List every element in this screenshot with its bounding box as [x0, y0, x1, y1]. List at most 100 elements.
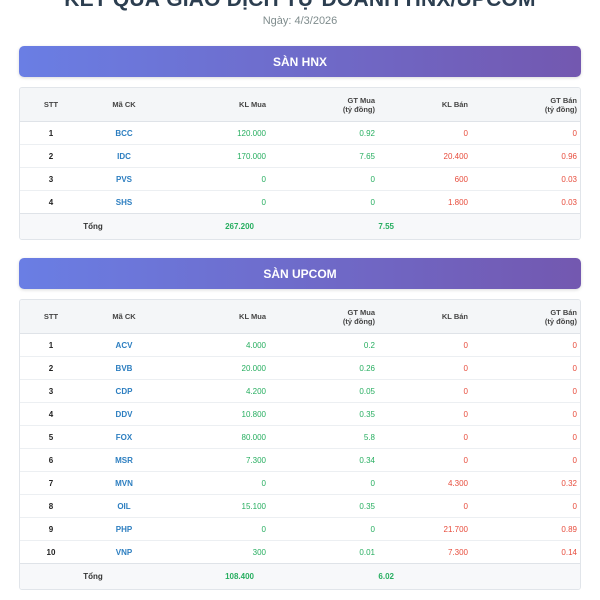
cell-stt: 4: [48, 409, 54, 419]
cell-gt-ban: 0.14: [561, 547, 577, 557]
col-header-gt-ban: GT Bán (tỷ đồng): [544, 307, 577, 326]
col-header-kl-ban: KL Bán: [441, 100, 468, 109]
table-row: 3 CDP 4.200 0.05 0 0: [20, 380, 580, 403]
cell-stock-code[interactable]: BCC: [115, 128, 133, 138]
cell-stock-code[interactable]: ACV: [115, 340, 133, 350]
cell-gt-ban: 0: [572, 386, 577, 396]
cell-stt: 1: [48, 128, 54, 138]
hnx-table-body: 1 BCC 120.000 0.92 0 0 2 IDC 170.000 7.65 20.400 0.…: [20, 122, 580, 213]
cell-kl-ban: 21.700: [443, 524, 468, 534]
cell-kl-ban: 0: [463, 363, 468, 373]
table-header-row: STT Mã CK KL Mua GT Mua (tỷ đồng) KL Bán …: [20, 88, 580, 122]
cell-stock-code[interactable]: CDP: [115, 386, 133, 396]
cell-gt-ban: 0: [572, 501, 577, 511]
col-header-gt-ban: GT Bán (tỷ đồng): [544, 95, 577, 114]
total-label: Tổng: [83, 222, 103, 231]
table-row: 4 DDV 10.800 0.35 0 0: [20, 403, 580, 426]
cell-kl-mua: 4.200: [245, 386, 266, 396]
hnx-total-row: Tổng 267.200 7.55: [20, 213, 580, 239]
table-row: 1 BCC 120.000 0.92 0 0: [20, 122, 580, 145]
cell-kl-ban: 600: [454, 174, 468, 184]
cell-stock-code[interactable]: OIL: [117, 501, 131, 511]
cell-stock-code[interactable]: PHP: [115, 524, 133, 534]
table-row: 3 PVS 0 0 600 0.03: [20, 168, 580, 191]
cell-gt-ban: 0: [572, 340, 577, 350]
cell-stock-code[interactable]: SHS: [115, 197, 133, 207]
cell-kl-ban: 0: [463, 386, 468, 396]
table-row: 8 OIL 15.100 0.35 0 0: [20, 495, 580, 518]
cell-stt: 8: [48, 501, 54, 511]
cell-kl-ban: 0: [463, 455, 468, 465]
cell-gt-ban: 0: [572, 432, 577, 442]
upcom-section: SÀN UPCOM STT Mã CK KL Mua GT Mua (tỷ đồn…: [19, 258, 581, 590]
cell-kl-ban: 0: [463, 432, 468, 442]
hnx-table: STT Mã CK KL Mua GT Mua (tỷ đồng) KL Bán …: [19, 87, 581, 240]
hnx-section-title: SÀN HNX: [272, 54, 327, 69]
col-header-gt-mua: GT Mua (tỷ đồng): [342, 95, 375, 114]
cell-gt-mua: 0.35: [359, 409, 375, 419]
col-header-kl-ban: KL Bán: [441, 312, 468, 321]
cell-stt: 9: [48, 524, 54, 534]
cell-kl-ban: 4.300: [447, 478, 468, 488]
table-row: 7 MVN 0 0 4.300 0.32: [20, 472, 580, 495]
cell-stt: 7: [48, 478, 54, 488]
cell-kl-mua: 0: [261, 174, 266, 184]
cell-kl-ban: 0: [463, 340, 468, 350]
cell-stock-code[interactable]: DDV: [115, 409, 133, 419]
cell-stt: 3: [48, 174, 54, 184]
cell-gt-mua: 0: [370, 174, 375, 184]
cell-gt-mua: 5.8: [363, 432, 375, 442]
cell-gt-mua: 0.2: [363, 340, 375, 350]
cell-stock-code[interactable]: IDC: [117, 151, 131, 161]
cell-gt-mua: 0.92: [359, 128, 375, 138]
cell-gt-mua: 0.35: [359, 501, 375, 511]
cell-gt-ban: 0: [572, 409, 577, 419]
cell-stock-code[interactable]: MSR: [115, 455, 133, 465]
total-gt-mua: 7.55: [378, 222, 394, 231]
cell-stt: 5: [48, 432, 54, 442]
col-header-gt-mua: GT Mua (tỷ đồng): [342, 307, 375, 326]
total-kl-mua: 108.400: [225, 572, 254, 581]
upcom-table: STT Mã CK KL Mua GT Mua (tỷ đồng) KL Bán …: [19, 299, 581, 590]
table-row: 6 MSR 7.300 0.34 0 0: [20, 449, 580, 472]
cell-stock-code[interactable]: BVB: [115, 363, 133, 373]
col-header-code: Mã CK: [112, 312, 136, 321]
cell-kl-ban: 0: [463, 128, 468, 138]
cell-stock-code[interactable]: FOX: [115, 432, 133, 442]
col-header-kl-mua: KL Mua: [239, 100, 266, 109]
cell-gt-ban: 0: [572, 128, 577, 138]
cell-stt: 4: [48, 197, 54, 207]
cell-stock-code[interactable]: PVS: [115, 174, 132, 184]
cell-kl-mua: 7.300: [245, 455, 266, 465]
cell-stt: 10: [46, 547, 56, 557]
table-row: 1 ACV 4.000 0.2 0 0: [20, 334, 580, 357]
cell-kl-ban: 7.300: [447, 547, 468, 557]
table-row: 4 SHS 0 0 1.800 0.03: [20, 191, 580, 213]
cell-gt-ban: 0.32: [561, 478, 577, 488]
col-header-code: Mã CK: [112, 100, 136, 109]
cell-gt-mua: 0: [370, 524, 375, 534]
cell-kl-mua: 170.000: [237, 151, 266, 161]
cell-gt-ban: 0.96: [561, 151, 577, 161]
cell-stock-code[interactable]: VNP: [115, 547, 133, 557]
cell-kl-mua: 80.000: [241, 432, 266, 442]
cell-stt: 6: [48, 455, 54, 465]
table-row: 10 VNP 300 0.01 7.300 0.14: [20, 541, 580, 563]
cell-gt-mua: 7.65: [359, 151, 375, 161]
col-header-stt: STT: [43, 100, 59, 109]
cell-kl-mua: 4.000: [245, 340, 266, 350]
cell-kl-ban: 0: [463, 501, 468, 511]
table-row: 2 BVB 20.000 0.26 0 0: [20, 357, 580, 380]
col-header-kl-mua: KL Mua: [239, 312, 266, 321]
total-label: Tổng: [83, 572, 103, 581]
cell-gt-mua: 0.01: [359, 547, 375, 557]
cell-kl-mua: 10.800: [241, 409, 266, 419]
cell-stt: 1: [48, 340, 54, 350]
cell-kl-mua: 0: [261, 197, 266, 207]
hnx-section-header: SÀN HNX: [19, 46, 581, 77]
cell-stock-code[interactable]: MVN: [115, 478, 133, 488]
cell-gt-mua: 0.26: [359, 363, 375, 373]
cell-stt: 3: [48, 386, 54, 396]
upcom-section-header: SÀN UPCOM: [19, 258, 581, 289]
upcom-table-body: 1 ACV 4.000 0.2 0 0 2 BVB 20.000 0.26 0 0 3 CDP 4.200 0…: [20, 334, 580, 563]
